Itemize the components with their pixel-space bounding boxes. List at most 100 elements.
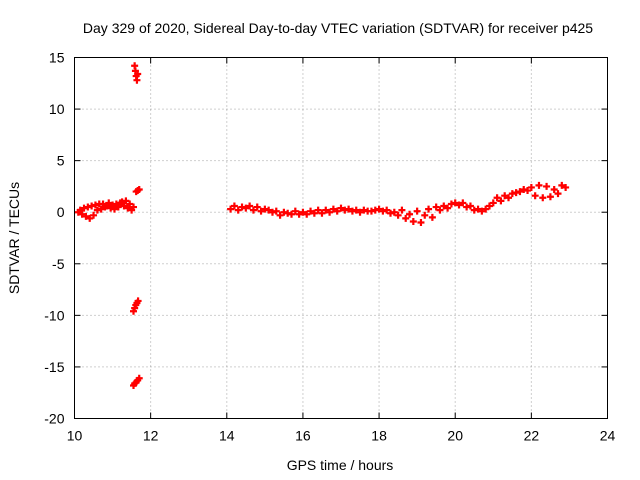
chart-title: Day 329 of 2020, Sidereal Day-to-day VTE… bbox=[83, 20, 593, 36]
data-point bbox=[390, 208, 398, 216]
data-point bbox=[432, 203, 440, 211]
data-point bbox=[307, 207, 315, 215]
data-point bbox=[329, 205, 337, 213]
data-point bbox=[398, 206, 406, 214]
data-point bbox=[550, 186, 558, 194]
x-tick-label: 10 bbox=[67, 428, 83, 444]
y-tick-label: 10 bbox=[49, 101, 65, 117]
data-point bbox=[406, 210, 414, 218]
data-point bbox=[253, 203, 261, 211]
data-point bbox=[345, 205, 353, 213]
data-point bbox=[455, 201, 463, 209]
data-point bbox=[299, 208, 307, 216]
grid-layer bbox=[74, 57, 608, 419]
data-point bbox=[562, 183, 570, 191]
data-point bbox=[230, 202, 238, 210]
x-tick-label: 14 bbox=[219, 428, 235, 444]
data-point bbox=[356, 208, 364, 216]
plot-frame bbox=[74, 57, 608, 419]
data-point bbox=[402, 214, 410, 222]
data-point bbox=[249, 206, 257, 214]
data-point bbox=[120, 202, 128, 210]
data-point bbox=[322, 206, 330, 214]
y-tick-label: 15 bbox=[49, 50, 65, 66]
data-point bbox=[531, 192, 539, 200]
x-tick-label: 24 bbox=[600, 428, 616, 444]
data-point bbox=[478, 207, 486, 215]
data-point bbox=[417, 219, 425, 227]
data-point bbox=[524, 187, 532, 195]
data-point bbox=[440, 202, 448, 210]
data-point bbox=[459, 199, 467, 207]
data-point bbox=[409, 217, 417, 225]
x-axis-title: GPS time / hours bbox=[287, 457, 394, 473]
data-point bbox=[78, 210, 86, 218]
data-point bbox=[546, 193, 554, 201]
data-point bbox=[234, 206, 242, 214]
x-tick-label: 20 bbox=[447, 428, 463, 444]
data-point bbox=[227, 205, 235, 213]
y-tick-label: 5 bbox=[57, 153, 65, 169]
y-tick-label: -15 bbox=[44, 359, 64, 375]
data-point bbox=[246, 202, 254, 210]
data-point bbox=[257, 207, 265, 215]
data-point bbox=[133, 76, 141, 84]
data-point bbox=[428, 213, 436, 221]
data-point bbox=[134, 297, 142, 305]
x-tick-label: 22 bbox=[524, 428, 540, 444]
data-point bbox=[86, 214, 94, 222]
data-point bbox=[466, 202, 474, 210]
data-point bbox=[135, 374, 143, 382]
data-point bbox=[110, 205, 118, 213]
data-point bbox=[97, 205, 105, 213]
data-point bbox=[489, 199, 497, 207]
data-point bbox=[303, 210, 311, 218]
data-point bbox=[485, 202, 493, 210]
data-point bbox=[558, 181, 566, 189]
data-point bbox=[474, 205, 482, 213]
x-tick-label: 18 bbox=[371, 428, 387, 444]
data-point bbox=[134, 70, 142, 78]
data-point bbox=[126, 200, 134, 208]
y-tick-label: 0 bbox=[57, 204, 65, 220]
y-tick-label: -10 bbox=[44, 307, 64, 323]
data-point bbox=[122, 197, 130, 205]
x-tick-label: 16 bbox=[295, 428, 311, 444]
data-point bbox=[288, 210, 296, 218]
data-point bbox=[375, 205, 383, 213]
data-point bbox=[421, 211, 429, 219]
data-point bbox=[82, 212, 90, 220]
data-point bbox=[135, 186, 143, 194]
data-point bbox=[413, 207, 421, 215]
data-point bbox=[90, 211, 98, 219]
data-point bbox=[272, 207, 280, 215]
data-point bbox=[394, 211, 402, 219]
data-point bbox=[539, 194, 547, 202]
data-point bbox=[295, 210, 303, 218]
data-point bbox=[505, 194, 513, 202]
y-axis-title: SDTVAR / TECUs bbox=[6, 182, 22, 294]
data-point bbox=[493, 194, 501, 202]
data-point bbox=[130, 203, 138, 211]
data-point bbox=[291, 207, 299, 215]
data-point bbox=[105, 199, 113, 207]
data-point bbox=[554, 190, 562, 198]
data-point bbox=[337, 204, 345, 212]
data-point bbox=[276, 211, 284, 219]
data-point bbox=[326, 208, 334, 216]
data-point bbox=[314, 206, 322, 214]
data-point bbox=[516, 188, 524, 196]
data-point bbox=[482, 205, 490, 213]
data-point bbox=[527, 183, 535, 191]
data-point bbox=[242, 204, 250, 212]
data-point bbox=[535, 181, 543, 189]
y-tick-label: -5 bbox=[52, 256, 65, 272]
data-point bbox=[76, 206, 84, 214]
tick-layer: 10 12 14 16 18 20 22 24 15 10 5 0 -5 -10 -15 -20 bbox=[44, 50, 615, 444]
data-point bbox=[543, 182, 551, 190]
data-points bbox=[74, 62, 570, 389]
data-point bbox=[310, 209, 318, 217]
y-tick-label: -20 bbox=[44, 411, 64, 427]
data-point bbox=[333, 207, 341, 215]
